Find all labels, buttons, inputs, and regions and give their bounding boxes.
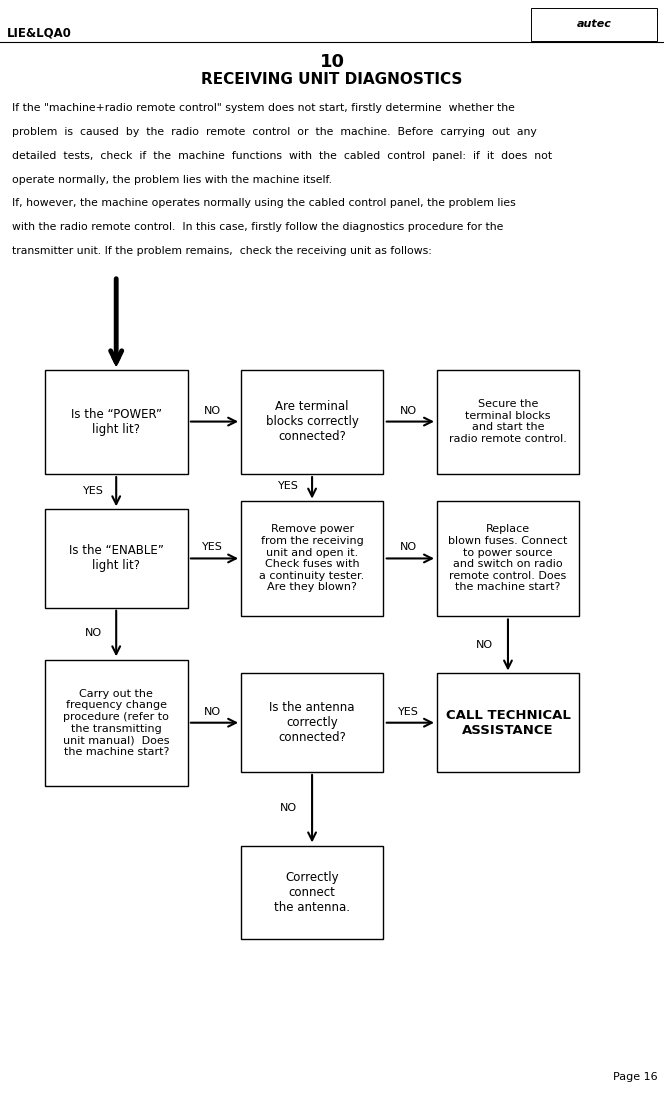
FancyBboxPatch shape (44, 370, 187, 473)
Text: LIE&LQA0: LIE&LQA0 (7, 26, 72, 39)
Text: Secure the
terminal blocks
and start the
radio remote control.: Secure the terminal blocks and start the… (449, 400, 567, 443)
Text: Page 16: Page 16 (613, 1072, 657, 1082)
Text: NO: NO (400, 405, 417, 416)
Text: operate normally, the problem lies with the machine itself.: operate normally, the problem lies with … (12, 175, 332, 185)
Text: Are terminal
blocks correctly
connected?: Are terminal blocks correctly connected? (266, 400, 359, 443)
Text: Correctly
connect
the antenna.: Correctly connect the antenna. (274, 871, 350, 914)
Text: RECEIVING UNIT DIAGNOSTICS: RECEIVING UNIT DIAGNOSTICS (201, 72, 463, 88)
FancyBboxPatch shape (437, 502, 579, 615)
Text: 10: 10 (319, 53, 345, 70)
Text: NO: NO (280, 803, 297, 814)
Text: Replace
blown fuses. Connect
to power source
and switch on radio
remote control.: Replace blown fuses. Connect to power so… (448, 525, 568, 592)
Text: NO: NO (204, 706, 221, 717)
Text: transmitter unit. If the problem remains,  check the receiving unit as follows:: transmitter unit. If the problem remains… (12, 246, 432, 256)
Text: NO: NO (400, 542, 417, 553)
Text: Carry out the
frequency change
procedure (refer to
the transmitting
unit manual): Carry out the frequency change procedure… (63, 689, 169, 757)
Text: YES: YES (82, 485, 104, 496)
Text: YES: YES (202, 542, 223, 553)
FancyBboxPatch shape (240, 845, 384, 940)
Text: If the "machine+radio remote control" system does not start, firstly determine  : If the "machine+radio remote control" sy… (12, 103, 515, 113)
FancyBboxPatch shape (240, 673, 384, 772)
Text: NO: NO (204, 405, 221, 416)
Text: with the radio remote control.  In this case, firstly follow the diagnostics pro: with the radio remote control. In this c… (12, 222, 503, 232)
FancyBboxPatch shape (44, 509, 187, 608)
FancyBboxPatch shape (531, 8, 657, 41)
Text: YES: YES (278, 481, 299, 492)
Text: YES: YES (398, 706, 419, 717)
Text: Remove power
from the receiving
unit and open it.
Check fuses with
a continuity : Remove power from the receiving unit and… (260, 525, 365, 592)
FancyBboxPatch shape (437, 370, 579, 473)
FancyBboxPatch shape (437, 673, 579, 772)
FancyBboxPatch shape (240, 502, 384, 615)
Text: Is the antenna
correctly
connected?: Is the antenna correctly connected? (270, 701, 355, 745)
Text: Is the “POWER”
light lit?: Is the “POWER” light lit? (70, 407, 162, 436)
FancyBboxPatch shape (240, 370, 384, 473)
Text: NO: NO (84, 627, 102, 638)
Text: CALL TECHNICAL
ASSISTANCE: CALL TECHNICAL ASSISTANCE (446, 708, 570, 737)
FancyBboxPatch shape (44, 659, 187, 786)
Text: If, however, the machine operates normally using the cabled control panel, the p: If, however, the machine operates normal… (12, 198, 516, 208)
Text: Is the “ENABLE”
light lit?: Is the “ENABLE” light lit? (69, 544, 163, 573)
Text: problem  is  caused  by  the  radio  remote  control  or  the  machine.  Before : problem is caused by the radio remote co… (12, 127, 537, 137)
Text: NO: NO (476, 639, 493, 650)
Text: autec: autec (577, 19, 612, 30)
Text: detailed  tests,  check  if  the  machine  functions  with  the  cabled  control: detailed tests, check if the machine fun… (12, 151, 552, 161)
